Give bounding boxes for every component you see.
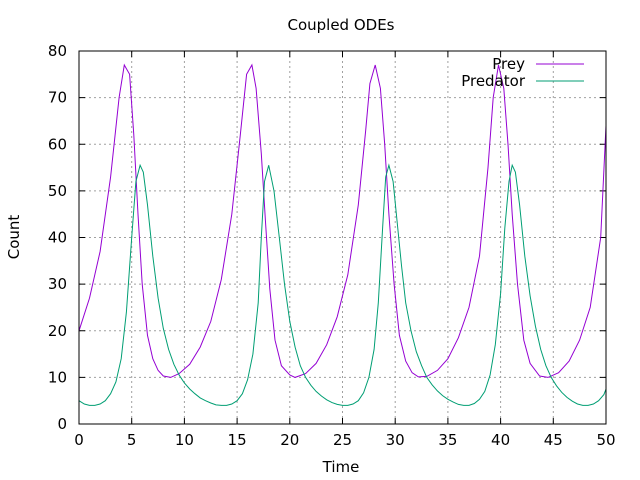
x-tick-label: 0 — [74, 431, 84, 449]
y-tick-label: 50 — [48, 182, 67, 200]
x-tick-label: 30 — [386, 431, 405, 449]
legend-label-predator: Predator — [461, 72, 526, 90]
x-tick-label: 35 — [438, 431, 457, 449]
axis-ticks: 0 5 10 15 20 25 30 35 40 45 50 0 10 20 30 40 50 60 70 80 — [48, 42, 616, 449]
x-tick-label: 40 — [491, 431, 510, 449]
x-tick-label: 10 — [175, 431, 194, 449]
x-axis-title: Time — [322, 458, 360, 476]
y-tick-label: 0 — [57, 415, 67, 433]
y-tick-label: 40 — [48, 229, 67, 247]
series-line-predator — [78, 163, 607, 406]
y-axis-title: Count — [5, 215, 23, 260]
y-tick-label: 80 — [48, 42, 67, 60]
x-tick-label: 50 — [596, 431, 615, 449]
y-tick-label: 70 — [48, 89, 67, 107]
series-lines — [78, 63, 607, 406]
x-tick-label: 45 — [544, 431, 563, 449]
grid — [79, 51, 606, 424]
x-tick-label: 20 — [280, 431, 299, 449]
y-tick-label: 10 — [48, 368, 67, 386]
x-tick-label: 15 — [228, 431, 247, 449]
x-tick-label: 25 — [333, 431, 352, 449]
y-tick-label: 20 — [48, 322, 67, 340]
legend-label-prey: Prey — [492, 55, 525, 73]
plot-frame — [78, 50, 607, 425]
series-line-prey — [78, 63, 607, 378]
chart-title: Coupled ODEs — [287, 16, 394, 34]
x-tick-label: 5 — [127, 431, 137, 449]
y-tick-label: 60 — [48, 135, 67, 153]
y-tick-label: 30 — [48, 275, 67, 293]
